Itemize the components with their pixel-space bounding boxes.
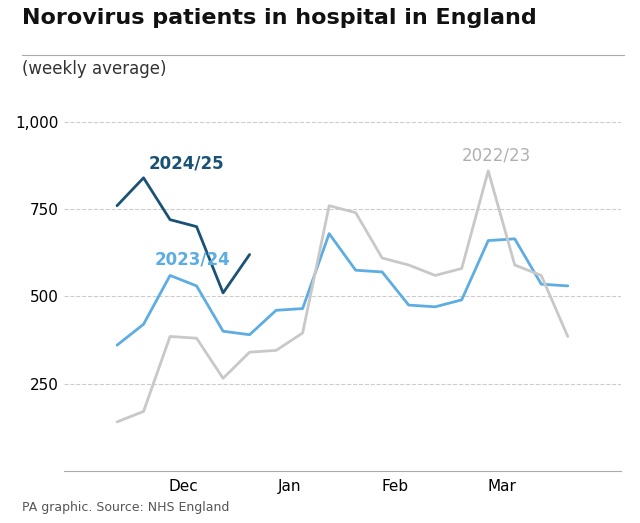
Text: Norovirus patients in hospital in England: Norovirus patients in hospital in Englan… bbox=[22, 8, 537, 28]
Text: 2023/24: 2023/24 bbox=[154, 251, 230, 268]
Text: 2024/25: 2024/25 bbox=[149, 155, 225, 173]
Text: 2022/23: 2022/23 bbox=[461, 146, 531, 165]
Text: (weekly average): (weekly average) bbox=[22, 60, 167, 78]
Text: PA graphic. Source: NHS England: PA graphic. Source: NHS England bbox=[22, 501, 230, 514]
